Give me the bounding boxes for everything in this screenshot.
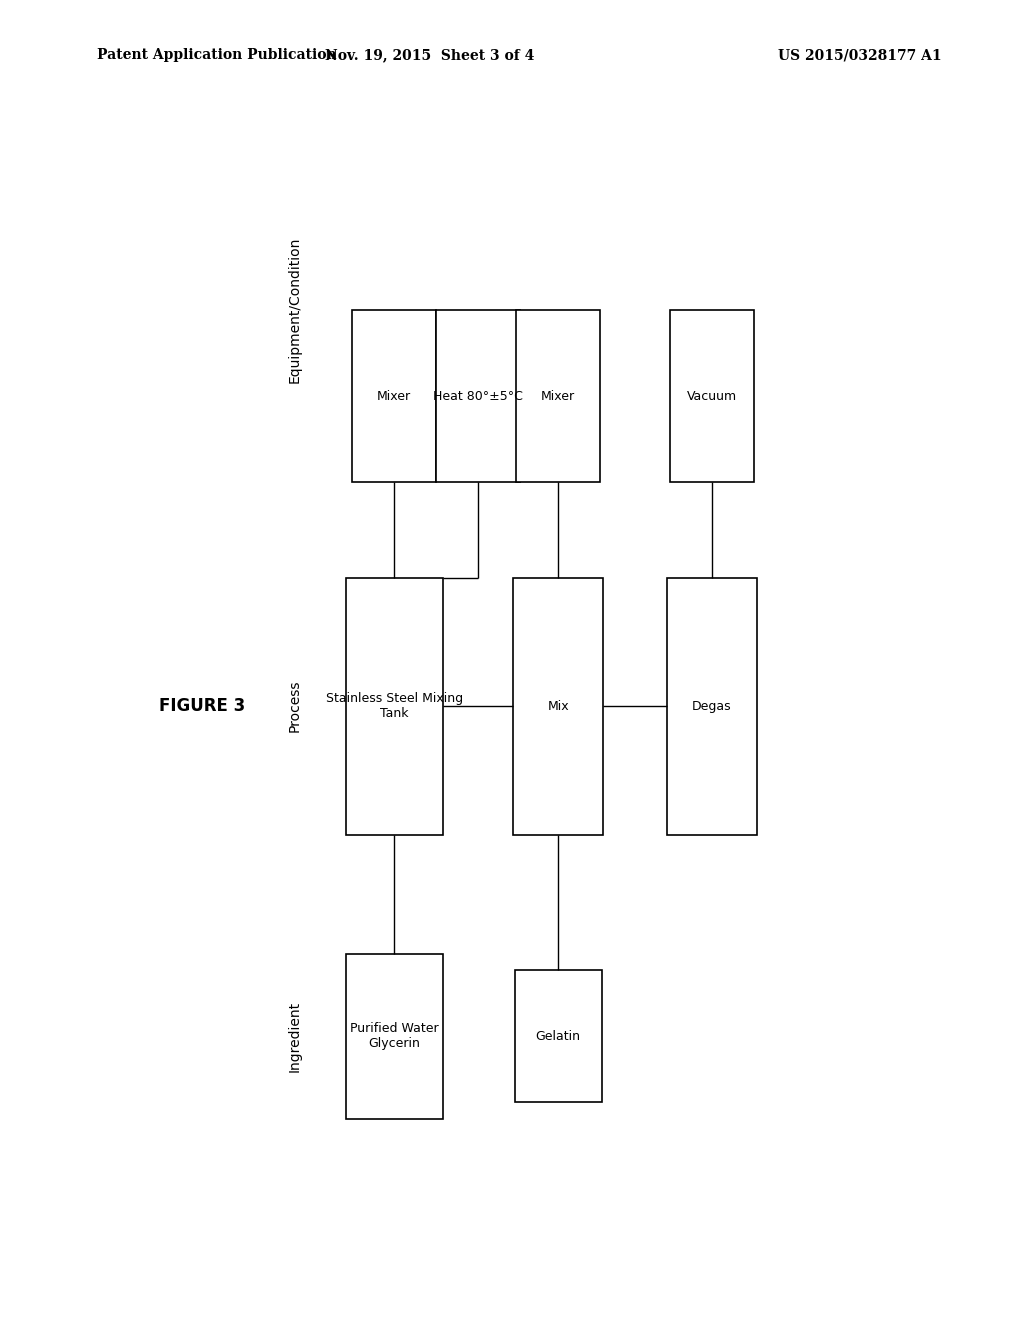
Bar	[352, 310, 436, 482]
Text: US 2015/0328177 A1: US 2015/0328177 A1	[778, 49, 942, 62]
Text: Nov. 19, 2015  Sheet 3 of 4: Nov. 19, 2015 Sheet 3 of 4	[326, 49, 535, 62]
Text: Degas: Degas	[692, 700, 731, 713]
Text: Heat 80°±5°C: Heat 80°±5°C	[433, 389, 523, 403]
Bar	[346, 578, 442, 834]
Bar	[436, 310, 520, 482]
Bar	[670, 310, 754, 482]
Text: Purified Water
Glycerin: Purified Water Glycerin	[350, 1022, 438, 1051]
Text: Patent Application Publication: Patent Application Publication	[97, 49, 337, 62]
Bar	[346, 953, 442, 1119]
Text: Equipment/Condition: Equipment/Condition	[288, 236, 302, 383]
Text: FIGURE 3: FIGURE 3	[159, 697, 245, 715]
Text: Gelatin: Gelatin	[536, 1030, 581, 1043]
Text: Process: Process	[288, 680, 302, 733]
Bar	[513, 578, 603, 834]
Text: Vacuum: Vacuum	[687, 389, 736, 403]
Text: Mixer: Mixer	[377, 389, 412, 403]
Bar	[515, 970, 602, 1102]
Bar	[516, 310, 600, 482]
Text: Ingredient: Ingredient	[288, 1001, 302, 1072]
Text: Mixer: Mixer	[541, 389, 575, 403]
Bar	[667, 578, 757, 834]
Text: Stainless Steel Mixing
Tank: Stainless Steel Mixing Tank	[326, 692, 463, 721]
Text: Mix: Mix	[547, 700, 569, 713]
